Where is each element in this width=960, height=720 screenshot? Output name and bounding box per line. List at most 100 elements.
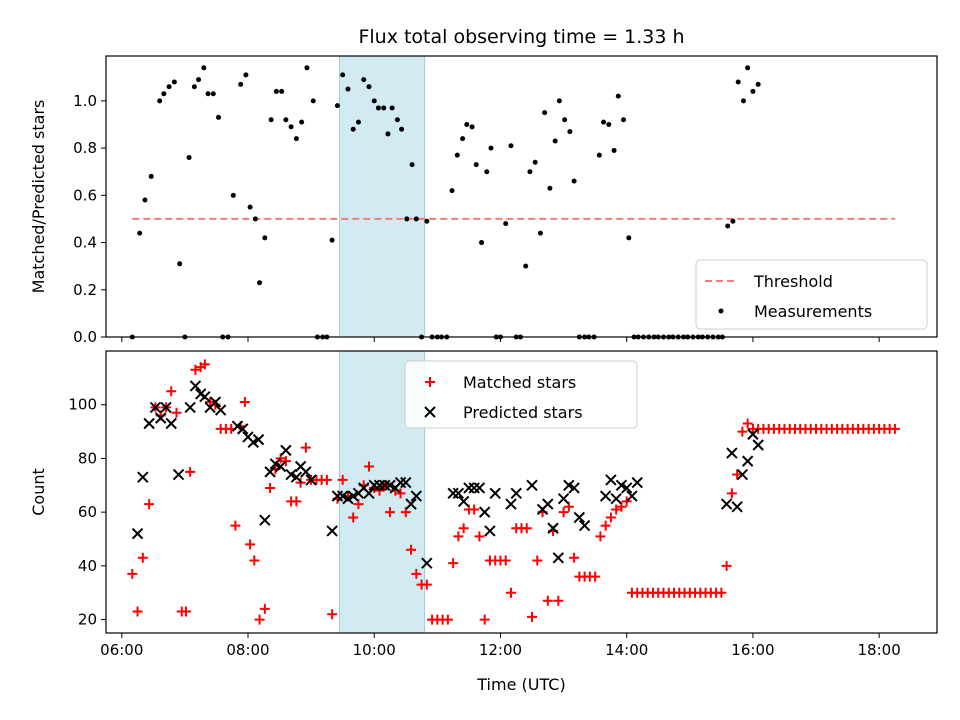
predicted-star-point	[447, 487, 459, 500]
y-tick-label: 1.0	[73, 92, 97, 110]
measurement-point	[730, 218, 736, 224]
predicted-star-point	[526, 479, 538, 491]
legend-label: Threshold	[753, 272, 833, 291]
measurement-point	[469, 124, 475, 130]
matched-star-point	[569, 552, 580, 563]
bottom-panel: 06:00 08:00 10:00 12:00 14:00 16:00 18:00 20 40 6…	[29, 350, 938, 694]
measurement-point	[177, 261, 183, 267]
matched-star-point	[144, 499, 155, 510]
measurement-point	[262, 235, 268, 241]
matched-star-point	[527, 611, 538, 622]
predicted-star-point	[741, 455, 754, 467]
matched-star-point	[453, 531, 464, 542]
plot-frame	[105, 55, 938, 338]
matched-star-point	[171, 407, 182, 418]
measurement-point	[191, 84, 197, 90]
predicted-star-point	[489, 487, 501, 500]
legend: Threshold Measurements	[695, 259, 928, 330]
measurement-point	[527, 169, 533, 175]
matched-star-point	[479, 614, 490, 625]
y-tick-label: 40	[78, 557, 97, 575]
predicted-star-point	[463, 482, 475, 494]
measurement-point	[148, 173, 154, 179]
predicted-star-point	[184, 401, 196, 414]
predicted-star-point	[578, 519, 591, 532]
matched-star-point	[300, 442, 311, 453]
y-tick-label: 0.2	[73, 281, 97, 299]
matched-star-point	[249, 555, 260, 566]
measurement-point	[404, 216, 410, 222]
matched-star-point	[280, 456, 291, 467]
matched-star-point	[230, 520, 241, 531]
predicted-star-point	[726, 447, 738, 459]
measurement-point	[552, 138, 558, 144]
y-tick-label: 80	[78, 449, 97, 467]
matched-star-point	[421, 579, 432, 590]
measurement-point	[611, 147, 617, 153]
measurement-point	[201, 65, 207, 71]
legend-box	[404, 360, 638, 429]
measurement-point	[366, 84, 372, 90]
predicted-star-point	[752, 439, 764, 451]
predicted-star-point	[131, 527, 144, 540]
measurement-point	[283, 117, 289, 123]
legend-matched-handle	[425, 377, 435, 387]
predicted-star-point	[484, 525, 496, 537]
matched-star-point	[321, 474, 332, 485]
y-tick-label: 0.4	[73, 234, 97, 252]
measurement-point	[288, 124, 294, 130]
measurement-point	[601, 119, 607, 125]
predicted-star-point	[172, 468, 185, 481]
measurement-point	[755, 81, 761, 87]
matched-star-point	[474, 531, 485, 542]
predicted-star-point	[421, 557, 433, 569]
predicted-star-point	[326, 525, 338, 537]
measurement-point	[334, 103, 340, 109]
predicted-star-point	[468, 482, 480, 494]
measurement-point	[621, 117, 627, 123]
measurement-point	[299, 119, 305, 125]
x-tick-label: 08:00	[226, 641, 269, 659]
measurement-point	[473, 162, 479, 168]
measurement-point	[230, 192, 236, 198]
predicted-star-point	[547, 522, 559, 534]
measurement-point	[745, 65, 751, 71]
y-tick-label: 60	[78, 503, 97, 521]
matched-star-point	[291, 496, 302, 507]
y-axis-label: Matched/Predicted stars	[29, 100, 48, 294]
matched-star-point	[185, 466, 196, 477]
y-tick-label: 0.0	[73, 328, 97, 346]
measurement-point	[571, 178, 577, 184]
measurement-point	[413, 216, 419, 222]
predicted-star-point	[252, 433, 265, 446]
predicted-star-point	[568, 482, 580, 494]
predicted-star-point	[610, 493, 622, 505]
legend: Matched stars Predicted stars	[404, 360, 638, 429]
legend-measurement-handle	[718, 308, 724, 314]
matched-star-point	[721, 560, 732, 571]
measurement-point	[454, 152, 460, 158]
matched-star-point	[374, 485, 385, 496]
plot-frame	[105, 350, 938, 634]
predicted-star-point	[137, 471, 149, 483]
measurement-point	[537, 230, 543, 236]
legend-label: Predicted stars	[463, 403, 583, 422]
measurement-point	[310, 98, 316, 104]
measurement-point	[409, 162, 415, 168]
predicted-star-point	[510, 487, 522, 500]
predicted-star-point	[731, 501, 743, 513]
predicted-star-point	[452, 487, 465, 500]
measurement-point	[532, 159, 538, 165]
matched-star-point	[448, 558, 459, 569]
measurement-point	[567, 129, 573, 135]
matched-star-point	[532, 555, 543, 566]
predicted-star-point	[143, 417, 155, 430]
measurement-point	[273, 88, 279, 94]
matched-star-point	[132, 606, 143, 617]
matched-star-point	[406, 544, 417, 555]
measurement-point	[279, 88, 285, 94]
predicted-star-point	[264, 466, 276, 478]
predicted-star-point	[214, 404, 227, 416]
matched-star-point	[245, 539, 256, 550]
